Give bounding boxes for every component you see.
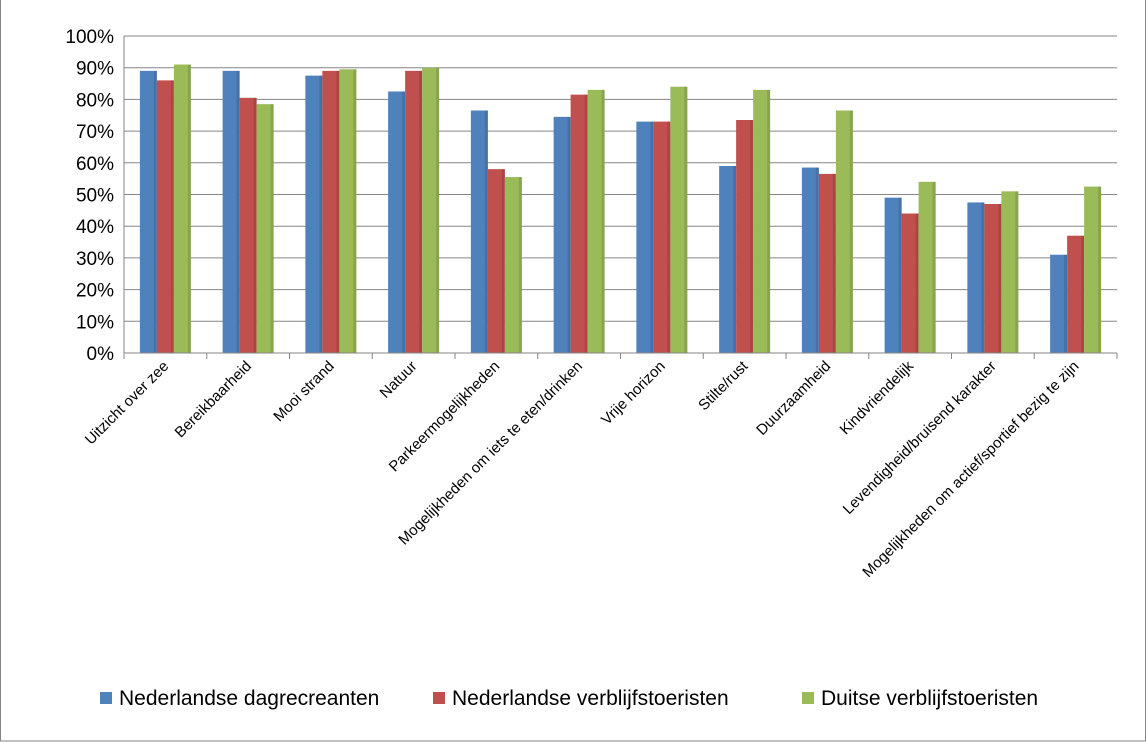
y-tick-label: 100% [65,27,114,48]
bar-shade [270,104,274,353]
bar-3-9 [835,110,853,354]
bar-shade [932,181,936,353]
bar-1-10 [884,197,902,353]
y-tick-label: 50% [76,186,114,207]
bar-shade [518,177,522,353]
legend-swatch [433,692,445,704]
bar-1-8 [719,165,737,353]
bar-shade [815,167,819,353]
bar-1-1 [139,70,157,354]
bar-3-11 [1001,191,1019,353]
bar-2-10 [901,213,919,353]
bar-3-2 [256,104,274,353]
bar-shade [170,80,174,353]
bar-2-8 [736,120,754,353]
bar-3-4 [422,67,440,353]
bar-3-1 [173,64,191,353]
bar-1-11 [967,202,985,353]
bar-shade [832,173,836,353]
bar-shade [750,120,754,353]
bar-shade [733,165,737,353]
bar-2-3 [322,70,340,354]
legend: Nederlandse dagrecreanten Nederlandse ver… [100,687,1038,710]
bar-shade [981,202,985,353]
bar-1-2 [222,70,240,354]
bar-shade [484,110,488,354]
y-tick-label: 90% [76,59,114,80]
bar-2-1 [156,80,174,353]
bar-2-7 [653,121,671,353]
bar-2-9 [818,173,836,353]
bar-shade [319,75,323,353]
bar-3-5 [504,177,522,353]
bar-shade [1064,254,1068,353]
y-tick-labels: 0% 10% 20% 30% 40% 50% 60% 70% 80% 90% 100% [65,27,114,365]
bar-1-4 [388,91,406,353]
bar-shade [684,86,688,353]
legend-label: Nederlandse verblijfstoeristen [452,687,729,710]
bar-3-10 [918,181,936,353]
y-tick-label: 70% [76,122,114,143]
bar-shade [849,110,853,354]
bar-shade [236,70,240,354]
axes [123,36,1118,359]
bar-shade [1015,191,1019,353]
bar-shade [436,67,440,353]
bar-shade [419,70,423,354]
bar-1-9 [801,167,819,353]
y-tick-label: 10% [76,312,114,333]
legend-swatch [802,692,814,704]
bar-3-3 [339,69,357,353]
bar-3-8 [753,89,771,353]
bar-shade [1081,235,1085,353]
bar-2-12 [1067,235,1085,353]
bar-1-5 [470,110,488,354]
bar-1-6 [553,116,571,354]
bar-shade [1098,186,1102,353]
bar-2-4 [405,70,423,354]
bar-shade [767,89,771,353]
bar-shade [584,94,588,354]
bar-shade [650,121,654,353]
bar-shade [353,69,357,353]
bar-shade [915,213,919,353]
bar-2-6 [570,94,588,354]
y-tick-label: 30% [76,249,114,270]
bar-2-5 [487,169,505,353]
bar-1-3 [305,75,323,353]
bar-1-12 [1050,254,1068,353]
legend-label: Nederlandse dagrecreanten [119,687,379,710]
bar-shade [187,64,191,353]
bar-shade [998,204,1002,353]
y-tick-label: 20% [76,281,114,302]
legend-label: Duitse verblijfstoeristen [821,687,1038,710]
legend-swatch [100,692,112,704]
bar-2-11 [984,204,1002,353]
bars [139,64,1102,354]
bar-2-2 [239,97,257,353]
y-tick-label: 0% [87,344,115,365]
bar-shade [898,197,902,353]
bar-shade [336,70,340,354]
bar-shade [253,97,257,353]
bar-1-7 [636,121,654,353]
bar-3-7 [670,86,688,353]
bar-shade [567,116,571,354]
bar-shade [601,89,605,353]
bar-shade [501,169,505,353]
y-tick-label: 40% [76,217,114,238]
bar-shade [402,91,406,353]
y-tick-label: 60% [76,154,114,175]
bar-shade [667,121,671,353]
bar-3-12 [1084,186,1102,353]
bar-3-6 [587,89,605,353]
y-tick-label: 80% [76,90,114,111]
bar-shade [153,70,157,354]
